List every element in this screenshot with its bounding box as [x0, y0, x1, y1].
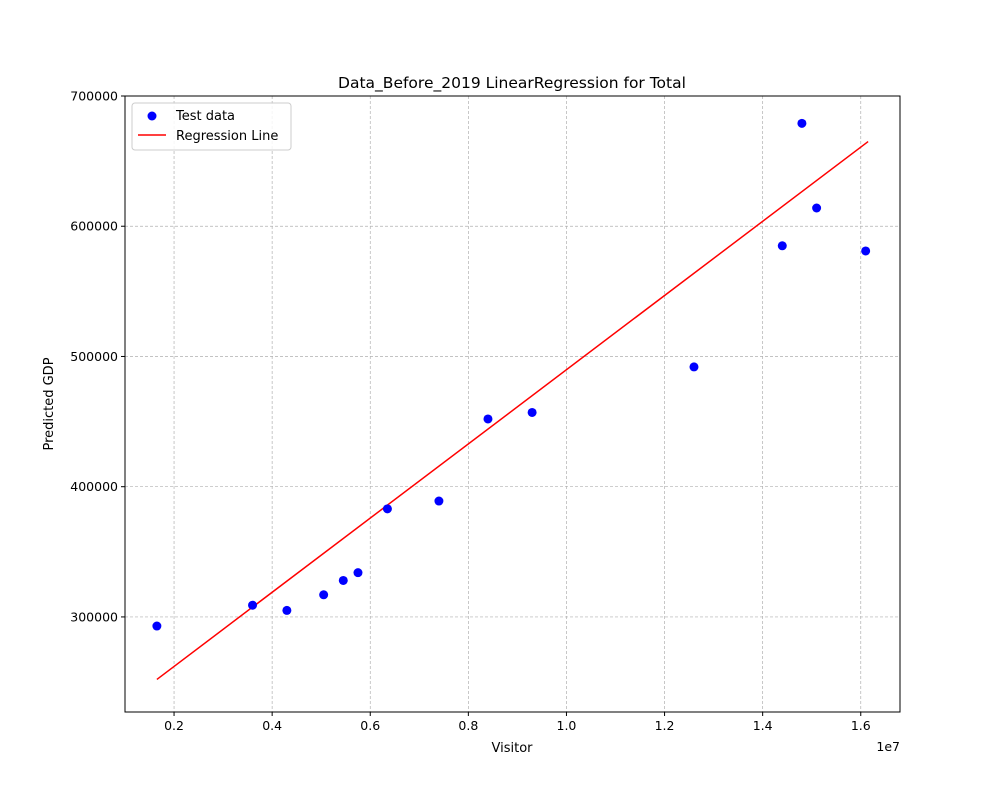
data-point [689, 362, 699, 372]
data-point [353, 568, 363, 578]
plot-series [152, 118, 871, 681]
chart-title: Data_Before_2019 LinearRegression for To… [338, 74, 686, 93]
y-tick-label: 700000 [70, 89, 118, 104]
y-tick-label: 600000 [70, 219, 118, 234]
legend-marker-test-data [147, 111, 157, 121]
data-point [483, 414, 493, 424]
x-tick-label: 0.8 [458, 718, 478, 733]
data-point [861, 246, 871, 256]
axis-ticks: 0.2 0.4 0.6 0.8 1.0 1.2 1.4 1.6 300000 400000 5000… [70, 89, 870, 734]
data-point [777, 241, 787, 251]
data-point [282, 605, 292, 615]
x-tick-label: 0.6 [360, 718, 380, 733]
x-tick-label: 1.6 [851, 718, 871, 733]
data-point [812, 203, 822, 213]
y-axis-label: Predicted GDP [42, 357, 57, 450]
x-tick-label: 1.2 [655, 718, 675, 733]
x-axis-offset-text: 1e7 [876, 739, 900, 754]
data-point [152, 621, 162, 631]
legend: Test data Regression Line [131, 102, 292, 151]
x-tick-label: 0.4 [262, 718, 282, 733]
data-point [434, 496, 444, 506]
y-tick-label: 400000 [70, 479, 118, 494]
y-tick-label: 500000 [70, 349, 118, 364]
data-point [338, 575, 348, 585]
x-tick-label: 1.4 [753, 718, 773, 733]
x-tick-label: 0.2 [164, 718, 184, 733]
data-point [319, 590, 329, 600]
y-tick-label: 300000 [70, 609, 118, 624]
data-point [382, 504, 392, 514]
regression-line [156, 140, 869, 681]
x-axis-label: Visitor [492, 741, 534, 756]
legend-box [131, 102, 292, 151]
legend-label-test-data: Test data [175, 109, 235, 124]
plot-frame [124, 95, 901, 713]
x-tick-label: 1.0 [557, 718, 577, 733]
data-point [797, 118, 807, 128]
legend-label-regression-line: Regression Line [176, 129, 278, 144]
data-point [248, 600, 258, 610]
data-point [527, 407, 537, 417]
